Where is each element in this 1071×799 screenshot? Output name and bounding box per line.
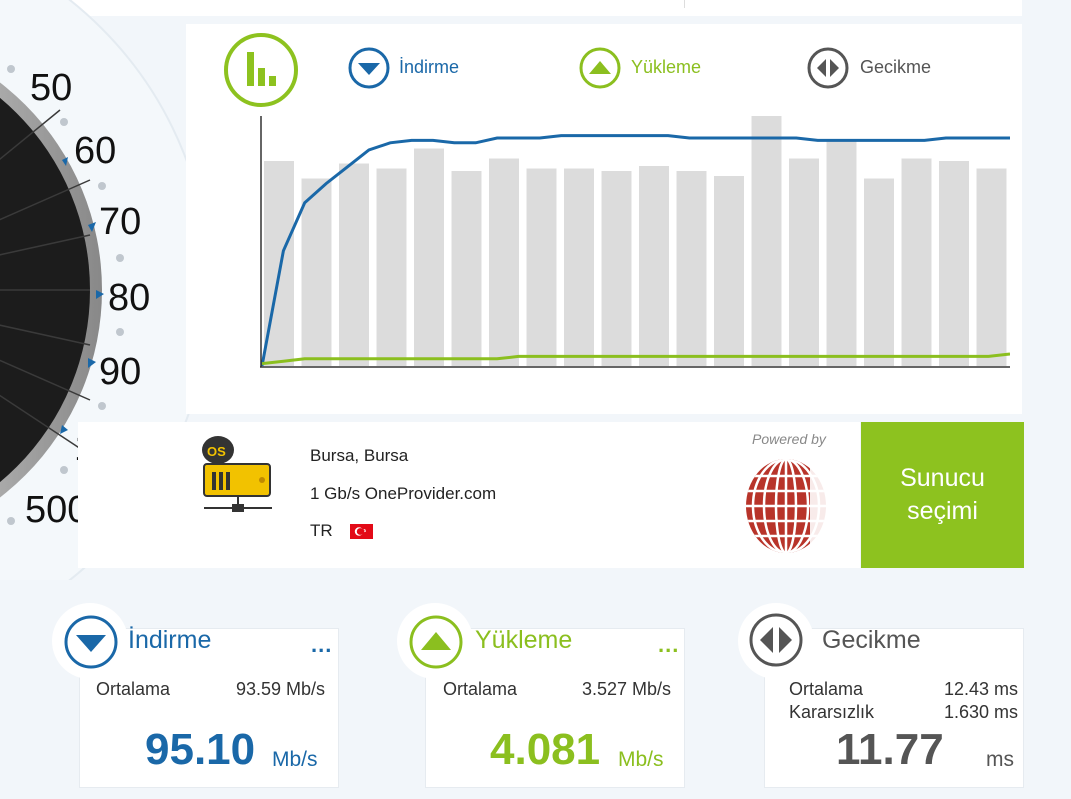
latency-bar xyxy=(826,141,857,366)
upload-legend-label[interactable]: Yükleme xyxy=(631,57,702,77)
latency-avg-label: Ortalama xyxy=(789,679,864,699)
download-legend-label[interactable]: İndirme xyxy=(399,57,460,77)
server-icon: OS xyxy=(202,436,272,512)
latency-bar xyxy=(601,171,632,366)
upload-avg-value: 3.527 Mb/s xyxy=(581,679,671,699)
upload-avg-label: Ortalama xyxy=(443,679,518,699)
latency-bar xyxy=(376,168,407,366)
download-legend-icon[interactable] xyxy=(348,47,390,89)
latency-bar xyxy=(451,171,482,366)
speed-chart xyxy=(260,116,1010,368)
download-unit: Mb/s xyxy=(272,748,318,771)
latency-jitter-value: 1.630 ms xyxy=(943,702,1018,722)
server-country: TR xyxy=(310,521,333,540)
download-avg-value: 93.59 Mb/s xyxy=(235,679,325,699)
latency-legend-icon[interactable] xyxy=(807,47,849,89)
download-more-button[interactable]: ... xyxy=(311,632,333,657)
download-icon xyxy=(64,615,118,669)
upload-unit: Mb/s xyxy=(618,748,664,771)
gauge-tick-90: 90 xyxy=(99,351,141,393)
server-select-label: Sunucu seçimi xyxy=(900,464,985,525)
upload-card-title: Yükleme xyxy=(475,626,573,654)
upload-big-value: 4.081 xyxy=(490,725,601,774)
latency-bar xyxy=(901,158,932,366)
server-provider: 1 Gb/s OneProvider.com xyxy=(310,484,497,503)
download-avg-label: Ortalama xyxy=(96,679,171,699)
download-series-line xyxy=(260,134,1010,367)
latency-legend-label[interactable]: Gecikme xyxy=(860,57,932,77)
gauge-tick-50: 50 xyxy=(30,67,72,109)
latency-bar xyxy=(414,148,444,366)
latency-bar xyxy=(939,161,969,366)
latency-bar xyxy=(976,168,1007,366)
gauge-tick-80: 80 xyxy=(108,277,150,319)
gauge-tick-500: 500 xyxy=(25,489,88,531)
upload-series-line xyxy=(261,352,1010,366)
latency-icon xyxy=(749,613,803,667)
latency-bar xyxy=(489,158,519,366)
download-card-title: İndirme xyxy=(128,626,212,654)
latency-bar xyxy=(676,171,707,366)
chart-bars-icon[interactable] xyxy=(223,32,301,108)
powered-by-label: Powered by xyxy=(752,431,826,447)
download-big-value: 95.10 xyxy=(145,725,256,774)
latency-avg-value: 12.43 ms xyxy=(943,679,1018,699)
latency-bar xyxy=(526,168,557,366)
gauge-tick-70: 70 xyxy=(99,201,141,243)
latency-bar xyxy=(301,178,332,366)
server-select-button[interactable]: Sunucu seçimi xyxy=(861,422,1024,568)
server-city: Bursa, Bursa xyxy=(310,446,409,465)
latency-jitter-label: Kararsızlık xyxy=(789,702,875,722)
top-panel xyxy=(60,0,1022,16)
upload-legend-icon[interactable] xyxy=(579,47,621,89)
svg-text:OS: OS xyxy=(207,444,226,459)
latency-bar xyxy=(639,166,669,366)
gauge-tick-60: 60 xyxy=(74,130,116,172)
latency-bar xyxy=(751,116,782,366)
latency-bar xyxy=(864,178,894,366)
upload-icon xyxy=(409,615,463,669)
latency-card-title: Gecikme xyxy=(822,626,921,654)
latency-unit: ms xyxy=(986,748,1014,771)
upload-more-button[interactable]: ... xyxy=(658,632,680,657)
provider-globe-logo xyxy=(746,459,828,553)
turkey-flag-icon xyxy=(350,524,373,539)
latency-big-value: 11.77 xyxy=(836,725,944,774)
top-divider xyxy=(684,0,685,8)
latency-bar xyxy=(339,163,369,366)
latency-bar xyxy=(714,176,744,366)
latency-bar xyxy=(564,168,594,366)
latency-bar xyxy=(789,158,819,366)
